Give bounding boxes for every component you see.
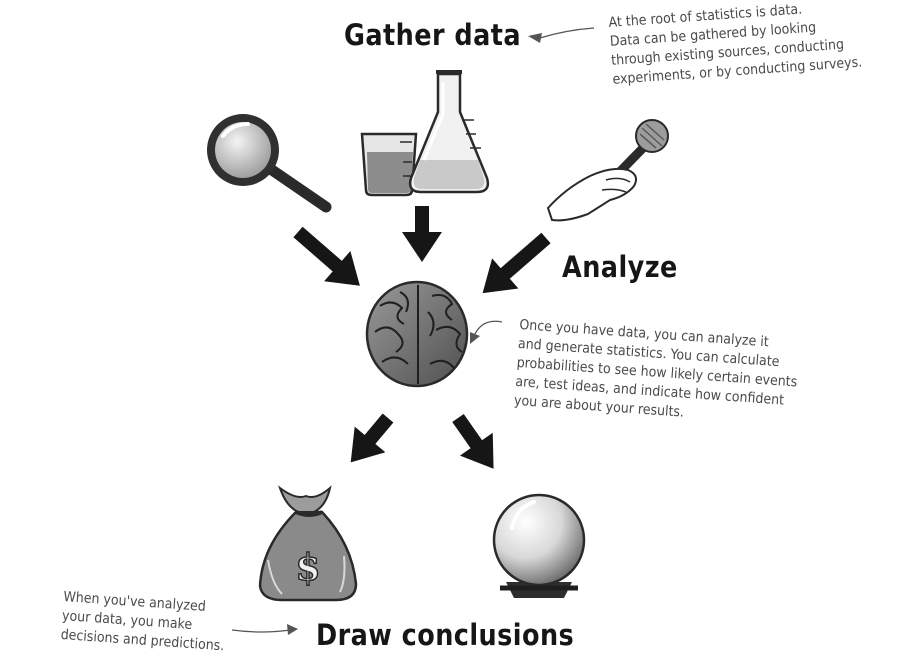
analyze-note: Once you have data, you can analyze it a… (513, 316, 800, 430)
arrow-to-crystal-ball (452, 413, 494, 469)
magnifying-glass-icon (207, 114, 332, 213)
crystal-ball-icon (492, 493, 586, 598)
analyze-note-pointer (473, 320, 503, 337)
gather-note-pointer (539, 27, 595, 39)
draw-conclusions-note: When you've analyzed your data, you make… (60, 588, 227, 656)
draw-conclusions-heading: Draw conclusions (316, 618, 575, 652)
microphone-icon (546, 119, 669, 222)
dollar-sign-label: $ (295, 547, 320, 589)
arrow-from-magnifier (293, 226, 360, 286)
money-bag-icon: $ (258, 485, 358, 602)
lab-glassware-icon (360, 70, 490, 197)
analyze-heading: Analyze (562, 250, 678, 284)
arrow-to-money-bag (350, 413, 394, 463)
gather-data-heading: Gather data (344, 18, 522, 52)
brain-icon (365, 280, 469, 388)
arrow-from-glassware (402, 206, 442, 262)
arrow-from-microphone (482, 232, 551, 294)
conclude-note-pointer (231, 629, 291, 633)
